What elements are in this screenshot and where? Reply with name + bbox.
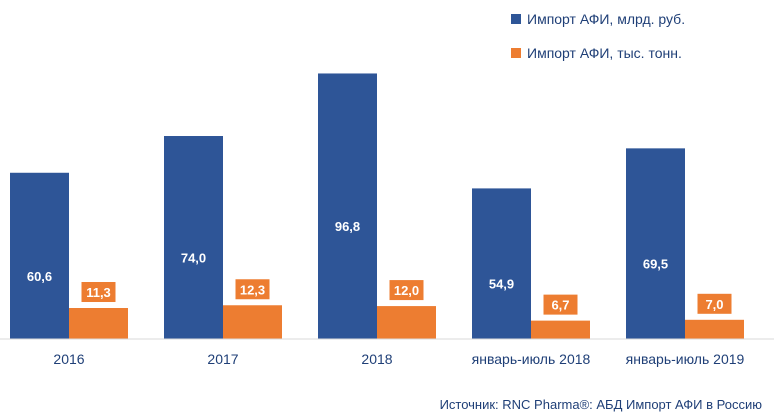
bar-rub-3 [472,188,531,339]
bar-tonnes-0 [69,308,128,339]
bar-tonnes-2 [377,306,436,339]
data-label-box-tonnes-4 [697,293,732,314]
legend-swatch-1 [511,48,521,58]
bar-rub-0 [10,172,69,339]
data-label-rub-0: 60,6 [27,269,52,284]
bar-rub-4 [626,148,685,339]
data-label-rub-2: 96,8 [335,219,360,234]
data-label-box-tonnes-2 [389,280,424,301]
x-tick-label-2: 2018 [361,351,392,367]
data-label-rub-4: 69,5 [643,257,668,272]
x-tick-label-0: 2016 [53,351,84,367]
data-label-tonnes-0: 11,3 [86,285,111,300]
data-label-rub-1: 74,0 [181,251,206,266]
x-tick-labels: 2016 2017 2018 январь-июль 2018 январь-июль … [53,351,744,367]
bar-rub-1 [164,136,223,339]
legend: Импорт АФИ, млрд. руб. Импорт АФИ, тыс. т… [511,11,685,61]
data-label-box-tonnes-3 [543,294,578,315]
bars-layer: 60,6 11,3 74,0 12,3 96,8 12,0 54,9 6,7 69,5 7,0 [10,73,744,339]
data-label-box-tonnes-1 [235,279,270,300]
x-tick-label-3: январь-июль 2018 [472,351,591,367]
x-tick-label-4: январь-июль 2019 [626,351,745,367]
legend-label-0: Импорт АФИ, млрд. руб. [527,11,685,27]
data-label-tonnes-4: 7,0 [705,297,723,312]
bar-tonnes-1 [223,305,282,339]
data-label-tonnes-3: 6,7 [551,298,569,313]
data-label-rub-3: 54,9 [489,277,514,292]
legend-label-1: Импорт АФИ, тыс. тонн. [527,45,682,61]
data-label-tonnes-2: 12,0 [394,283,419,298]
x-tick-label-1: 2017 [207,351,238,367]
bar-rub-2 [318,73,377,339]
bar-tonnes-3 [531,320,590,339]
bar-tonnes-4 [685,319,744,339]
data-label-tonnes-1: 12,3 [240,282,265,297]
legend-swatch-0 [511,14,521,24]
data-label-box-tonnes-0 [81,282,116,303]
source-note: Источник: RNC Pharma®: АБД Импорт АФИ в … [439,397,762,412]
